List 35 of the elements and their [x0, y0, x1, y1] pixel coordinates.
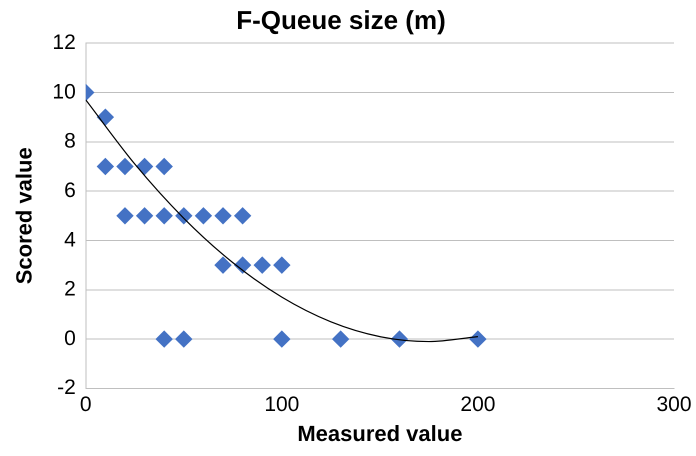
y-tick-label: 0	[64, 326, 76, 350]
point	[156, 158, 173, 175]
point	[273, 330, 290, 348]
y-axis-title: Scored value	[11, 147, 36, 284]
y-tick-label: 2	[64, 278, 76, 301]
point	[214, 256, 232, 274]
point	[136, 158, 154, 175]
point	[96, 108, 114, 126]
point	[156, 207, 173, 224]
y-tick-label: 4	[64, 228, 76, 252]
y-tick-label: -2	[57, 376, 76, 400]
point	[273, 256, 290, 274]
point	[214, 207, 232, 224]
x-tick-label: 100	[264, 392, 300, 416]
point	[194, 207, 212, 224]
x-tick-label: 300	[656, 392, 692, 416]
point	[254, 256, 271, 274]
point	[156, 330, 173, 348]
point	[234, 207, 252, 224]
x-tick-label: 0	[80, 392, 92, 416]
point	[116, 207, 134, 224]
point	[116, 158, 134, 175]
point	[175, 330, 192, 348]
point	[469, 330, 486, 348]
point	[136, 207, 154, 224]
y-tick-label: 12	[52, 30, 76, 54]
point	[96, 158, 114, 175]
chart-title: F-Queue size (m)	[236, 4, 446, 35]
y-tick-label: 10	[52, 80, 76, 104]
y-tick-label: 6	[64, 178, 76, 202]
point	[332, 330, 350, 348]
point	[175, 207, 192, 224]
x-axis-title: Measured value	[297, 420, 462, 446]
x-tick-label: 200	[460, 392, 496, 416]
y-tick-label: 8	[64, 130, 76, 153]
